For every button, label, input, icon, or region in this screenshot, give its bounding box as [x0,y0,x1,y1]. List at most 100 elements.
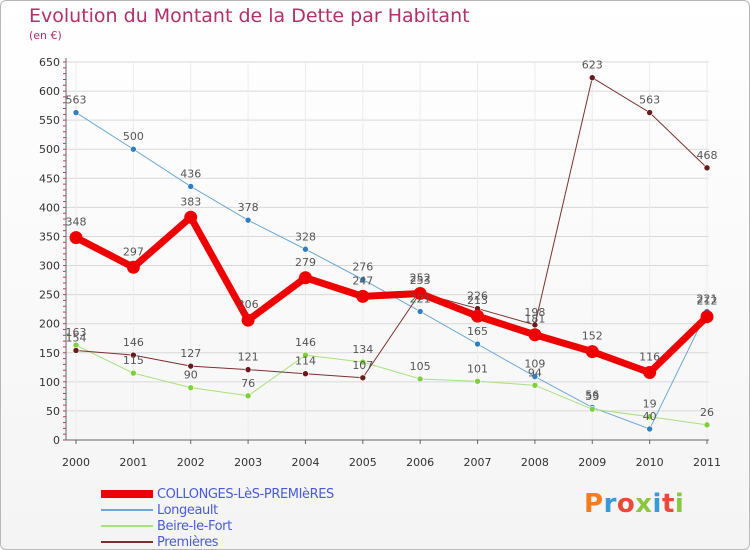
data-point [359,276,367,283]
data-point [588,74,596,82]
y-tick-label: 250 [39,289,60,302]
data-point [356,289,370,303]
data-point [359,358,367,366]
data-label: 563 [66,94,87,107]
legend-label: Longeault [157,502,218,518]
data-point [588,405,596,413]
data-point [69,231,83,245]
data-point [474,377,481,385]
data-label: 53 [585,390,599,403]
data-point [416,308,424,315]
data-point [474,340,481,348]
x-tick-label: 2009 [578,456,606,469]
data-label: 109 [524,358,545,371]
data-label: 163 [66,326,87,339]
data-label: 152 [582,330,603,343]
data-point [130,351,137,359]
data-point [298,271,312,285]
data-point [241,313,255,327]
data-point [130,145,137,153]
data-label: 468 [697,149,718,162]
data-label: 116 [639,351,660,364]
proxiti-logo: Proxiti [584,489,685,519]
legend-label: Beire-le-Fort [157,518,232,534]
y-tick-label: 350 [39,230,60,243]
legend-swatch [101,541,153,543]
data-point [413,286,427,300]
data-point [531,373,539,380]
data-label: 105 [410,360,431,373]
data-point [244,366,252,373]
y-tick-label: 0 [53,434,60,447]
data-point [302,370,309,378]
data-label: 221 [410,292,431,305]
x-tick-label: 2008 [521,456,549,469]
data-point [302,245,309,253]
data-label: 40 [643,410,657,423]
legend-item: Longeault [101,502,334,518]
data-point [700,310,714,324]
data-label: 107 [352,359,373,372]
y-tick-label: 500 [39,143,60,156]
data-label: 348 [66,216,87,229]
y-tick-label: 100 [39,376,60,389]
data-label: 212 [697,295,718,308]
data-point [130,369,137,377]
data-point [531,382,539,389]
legend-item: Premières [101,534,334,550]
x-tick-label: 2011 [693,456,721,469]
y-tick-label: 450 [39,172,60,185]
legend-swatch [101,525,153,527]
data-point [643,366,657,380]
data-label: 127 [180,347,201,360]
x-tick-label: 2006 [406,456,434,469]
data-point [302,351,309,359]
data-label: 181 [524,313,545,326]
data-label: 94 [528,366,542,379]
data-point [646,425,653,433]
data-label: 279 [295,256,316,269]
x-tick-label: 2001 [119,456,147,469]
data-point [187,183,195,190]
data-label: 19 [643,398,657,411]
data-label: 121 [238,351,259,364]
y-tick-label: 650 [39,56,60,69]
data-label: 114 [295,355,316,368]
data-label: 146 [123,336,144,349]
data-label: 101 [467,362,488,375]
data-point [244,392,252,400]
data-label: 253 [410,274,431,287]
data-point [126,260,140,274]
data-label: 134 [352,343,373,356]
data-label: 26 [700,406,714,419]
data-label: 56 [585,388,599,401]
legend-label: Premières [157,534,219,550]
data-label: 154 [66,331,87,344]
legend-swatch [101,509,153,511]
data-label: 297 [123,245,144,258]
data-point [528,328,542,342]
y-tick-label: 300 [39,260,60,273]
x-tick-label: 2007 [464,456,492,469]
legend: COLLONGES-LèS-PREMIèRES Longeault Beire-le… [101,486,334,550]
data-point [703,164,711,172]
data-point [244,216,252,224]
data-label: 165 [467,325,488,338]
legend-label: COLLONGES-LèS-PREMIèRES [157,486,334,502]
data-point [646,109,653,116]
data-point [585,345,599,359]
grid [66,61,709,441]
data-point [646,413,653,421]
data-point [187,362,195,370]
data-point [703,421,711,429]
data-label: 115 [123,354,144,367]
data-label: 221 [697,292,718,305]
x-tick-label: 2004 [291,456,319,469]
series-line-0 [72,213,711,377]
data-label: 226 [467,290,488,303]
data-point [531,321,539,329]
chart-subtitle: (en €) [29,29,62,42]
x-tick-label: 2010 [636,456,664,469]
